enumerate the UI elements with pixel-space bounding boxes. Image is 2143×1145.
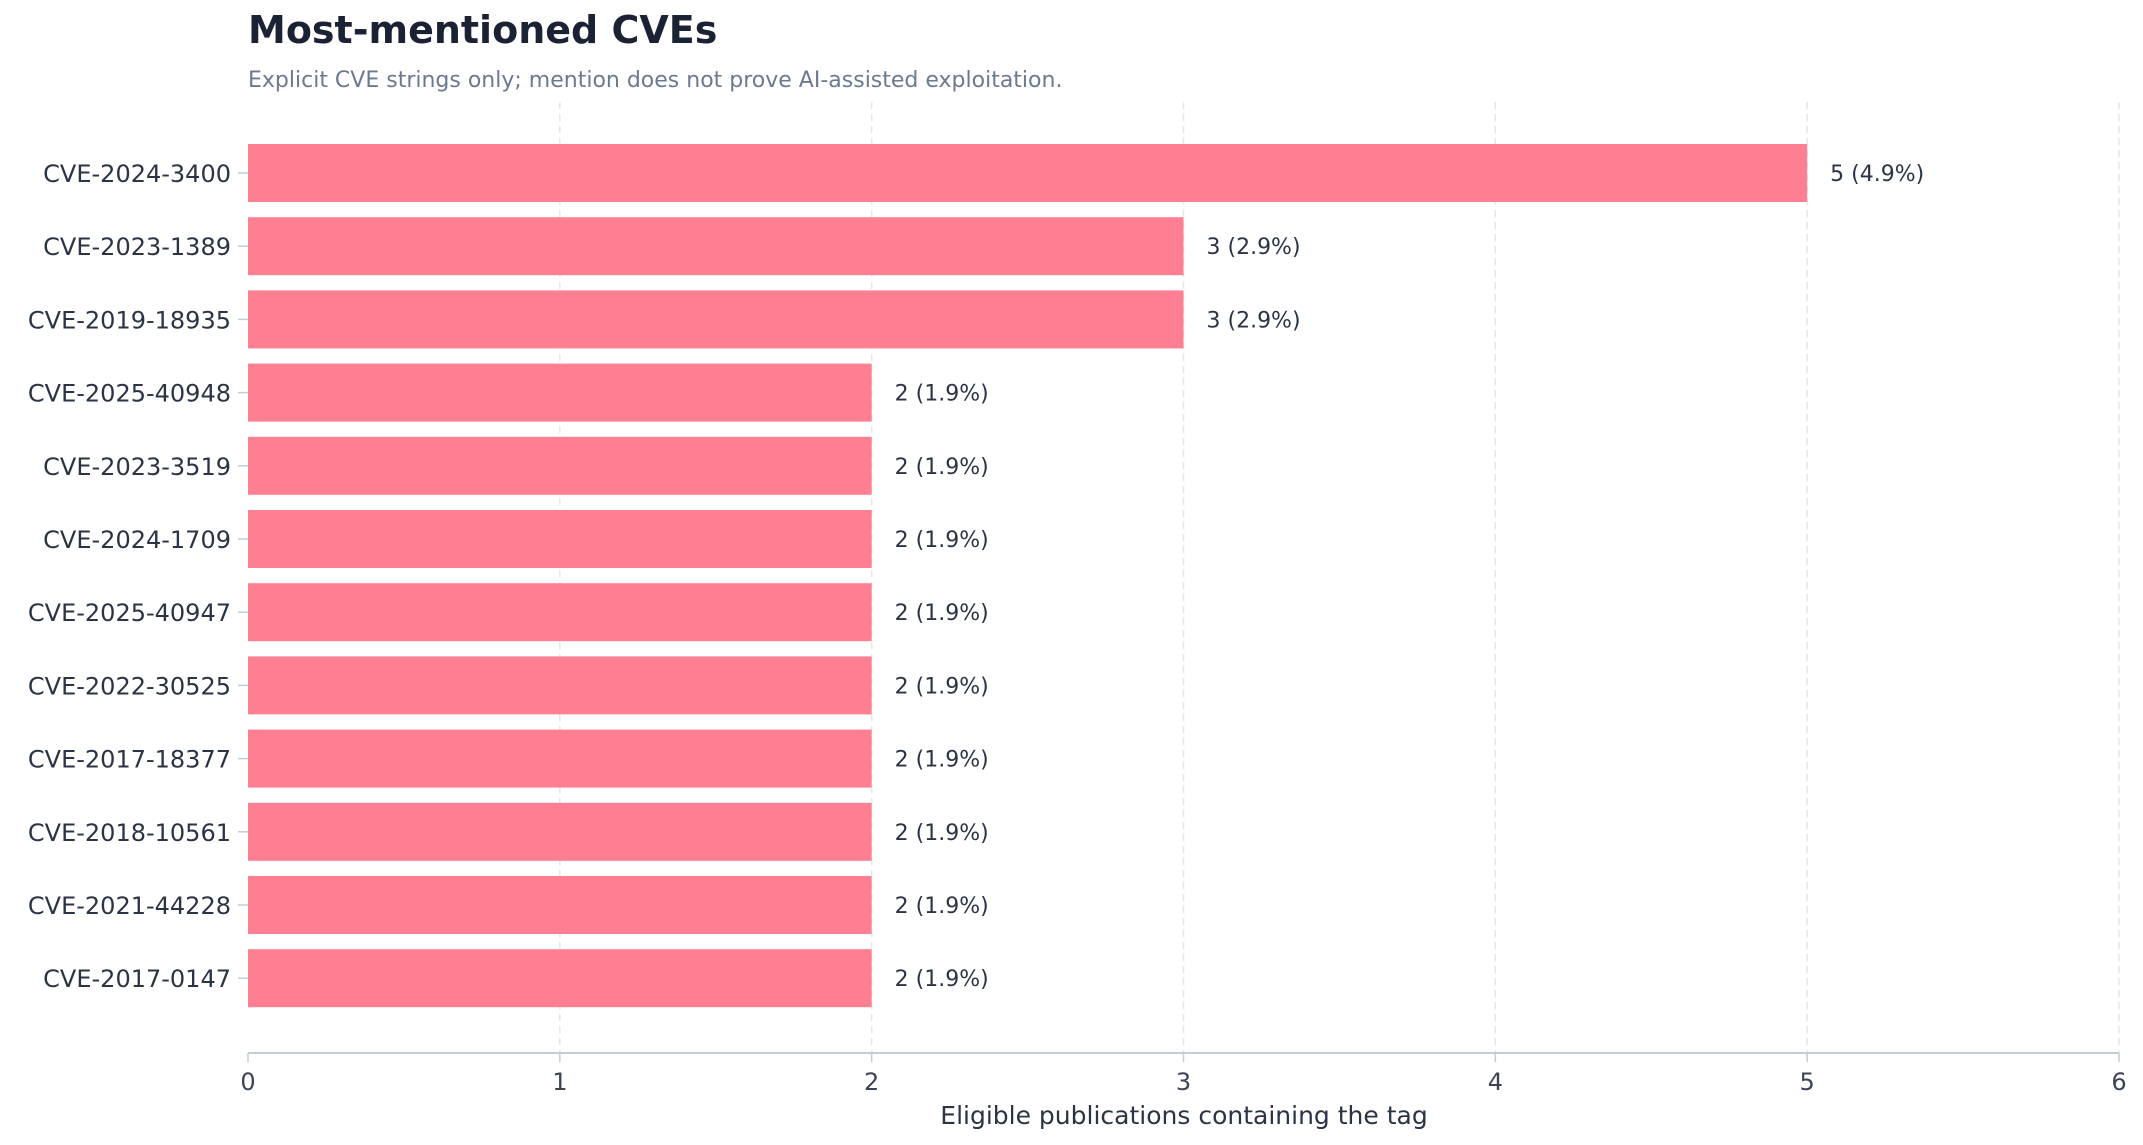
x-tick-label: 1 (552, 1068, 567, 1096)
category-label: CVE-2024-3400 (43, 160, 231, 188)
data-label: 2 (1.9%) (895, 748, 989, 773)
data-label: 2 (1.9%) (895, 674, 989, 699)
category-label: CVE-2023-3519 (43, 453, 231, 481)
bar (248, 949, 872, 1008)
data-label: 3 (2.9%) (1207, 308, 1301, 333)
data-label: 2 (1.9%) (895, 455, 989, 480)
category-label: CVE-2022-30525 (28, 672, 231, 700)
category-label: CVE-2021-44228 (28, 892, 231, 920)
category-label: CVE-2017-18377 (28, 746, 231, 774)
bar (248, 729, 872, 788)
x-tick-label: 3 (1176, 1068, 1191, 1096)
x-tick-label: 4 (1488, 1068, 1503, 1096)
x-tick-label: 2 (864, 1068, 879, 1096)
bar (248, 656, 872, 715)
category-label: CVE-2019-18935 (28, 306, 231, 334)
bar (248, 144, 1808, 202)
category-label: CVE-2025-40947 (28, 599, 231, 627)
bar (248, 217, 1184, 276)
data-label: 2 (1.9%) (895, 821, 989, 846)
data-label: 2 (1.9%) (895, 528, 989, 553)
chart-title: Most-mentioned CVEs (248, 8, 718, 52)
category-label: CVE-2023-1389 (43, 233, 231, 261)
bar (248, 290, 1184, 349)
data-label: 2 (1.9%) (895, 967, 989, 992)
bar (248, 583, 872, 642)
data-labels: 5 (4.9%) 3 (2.9%) 3 (2.9%) 2 (1.9%) 2 (1.9%)… (895, 162, 1925, 992)
category-label: CVE-2024-1709 (43, 526, 231, 554)
data-label: 2 (1.9%) (895, 382, 989, 407)
bar (248, 436, 872, 495)
data-label: 2 (1.9%) (895, 894, 989, 919)
x-axis: 0 1 2 3 4 5 6 (240, 1052, 2127, 1096)
bar (248, 802, 872, 861)
x-tick-label: 0 (240, 1068, 255, 1096)
x-tick-label: 5 (1800, 1068, 1815, 1096)
bar (248, 363, 872, 422)
bars (248, 144, 1808, 1008)
bar (248, 510, 872, 568)
category-labels: CVE-2024-3400 CVE-2023-1389 CVE-2019-18935… (28, 160, 248, 993)
data-label: 3 (2.9%) (1207, 235, 1301, 260)
data-label: 2 (1.9%) (895, 601, 989, 626)
category-label: CVE-2018-10561 (28, 819, 231, 847)
category-label: CVE-2025-40948 (28, 380, 231, 408)
x-axis-title: Eligible publications containing the tag (940, 1101, 1427, 1130)
bar (248, 876, 872, 934)
x-tick-label: 6 (2111, 1068, 2126, 1096)
chart-subtitle: Explicit CVE strings only; mention does … (248, 68, 1063, 93)
data-label: 5 (4.9%) (1830, 162, 1924, 187)
category-label: CVE-2017-0147 (43, 965, 231, 993)
